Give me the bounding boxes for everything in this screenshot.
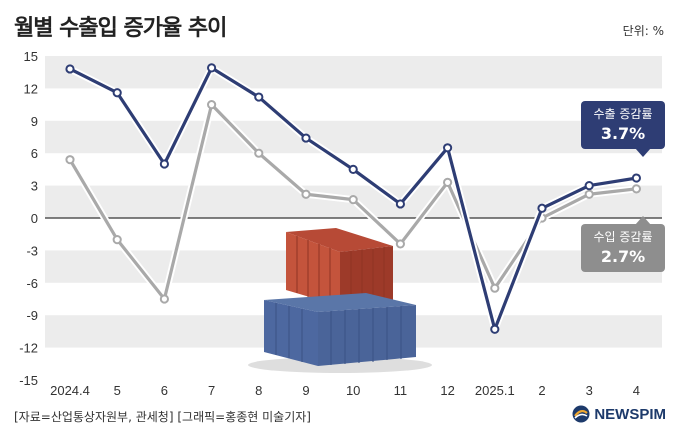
x-tick-label: 10 [346, 383, 360, 398]
x-tick-label: 6 [161, 383, 168, 398]
import-data-point [348, 195, 358, 205]
x-tick-label: 4 [633, 383, 640, 398]
export-data-point [301, 133, 311, 143]
import-data-point [395, 239, 405, 249]
y-tick-label: 3 [31, 179, 38, 194]
export-data-point [443, 143, 453, 153]
x-tick-label: 8 [255, 383, 262, 398]
import-data-point [112, 235, 122, 245]
grid-band [45, 56, 662, 89]
newspim-logo-icon [572, 405, 590, 423]
y-tick-label: 0 [31, 211, 38, 226]
x-tick-label: 3 [586, 383, 593, 398]
export-data-point [254, 92, 264, 102]
export-data-point [631, 173, 642, 183]
y-tick-label: 12 [24, 81, 38, 96]
export-data-point [207, 63, 217, 73]
import-data-point [65, 155, 75, 165]
x-axis-ticks: 2024.4 5 6 7 8 9 10 11 12 2025.1 2 3 4 [50, 383, 640, 398]
import-data-point [490, 283, 500, 293]
export-data-point [348, 164, 358, 174]
x-tick-label: 2024.4 [50, 383, 90, 398]
export-data-point [537, 203, 547, 213]
unit-label: 단위: % [622, 24, 664, 38]
export-callout: 수출 증감률 3.7% [581, 101, 665, 157]
y-tick-label: -9 [26, 308, 38, 323]
x-tick-label: 12 [440, 383, 454, 398]
y-tick-label: -3 [26, 243, 38, 258]
source-credit: [자료=산업통상자원부, 관세청] [그래픽=홍종현 미술기자] [14, 410, 311, 424]
import-data-point [584, 189, 594, 199]
y-tick-label: -6 [26, 276, 38, 291]
export-data-point [112, 88, 122, 98]
export-data-point [65, 64, 75, 74]
import-data-point [207, 100, 217, 110]
import-data-point [159, 294, 169, 304]
export-data-point [395, 199, 405, 209]
import-callout-value: 2.7% [600, 247, 646, 266]
x-tick-label: 2025.1 [475, 383, 515, 398]
newspim-logo: NEWSPIM [572, 405, 666, 423]
y-tick-label: 9 [31, 114, 38, 129]
export-data-point [490, 324, 500, 334]
import-data-point [301, 189, 311, 199]
x-tick-label: 5 [114, 383, 121, 398]
series-layer [65, 63, 642, 334]
logo-text: NEWSPIM [594, 405, 666, 423]
x-tick-label: 7 [208, 383, 215, 398]
x-tick-label: 11 [394, 383, 408, 398]
y-tick-label: -12 [19, 341, 38, 356]
x-tick-label: 2 [538, 383, 545, 398]
import-data-point [254, 148, 264, 158]
y-tick-label: 6 [31, 146, 38, 161]
y-axis-ticks: 15 12 9 6 3 0 -3 -6 -9 -12 -15 [19, 49, 38, 388]
y-tick-label: 15 [24, 49, 38, 64]
export-data-point [584, 181, 594, 191]
import-callout-label: 수입 증감률 [593, 230, 653, 244]
export-data-point [159, 159, 169, 169]
shipping-containers-illustration [248, 228, 432, 373]
page-title: 월별 수출입 증가율 추이 [14, 16, 227, 41]
import-data-point [631, 184, 642, 194]
x-tick-label: 9 [302, 383, 309, 398]
import-data-point [443, 177, 453, 187]
export-callout-value: 3.7% [600, 124, 646, 143]
import-callout: 수입 증감률 2.7% [581, 216, 665, 272]
export-callout-label: 수출 증감률 [593, 107, 653, 121]
y-tick-label: -15 [19, 373, 38, 388]
